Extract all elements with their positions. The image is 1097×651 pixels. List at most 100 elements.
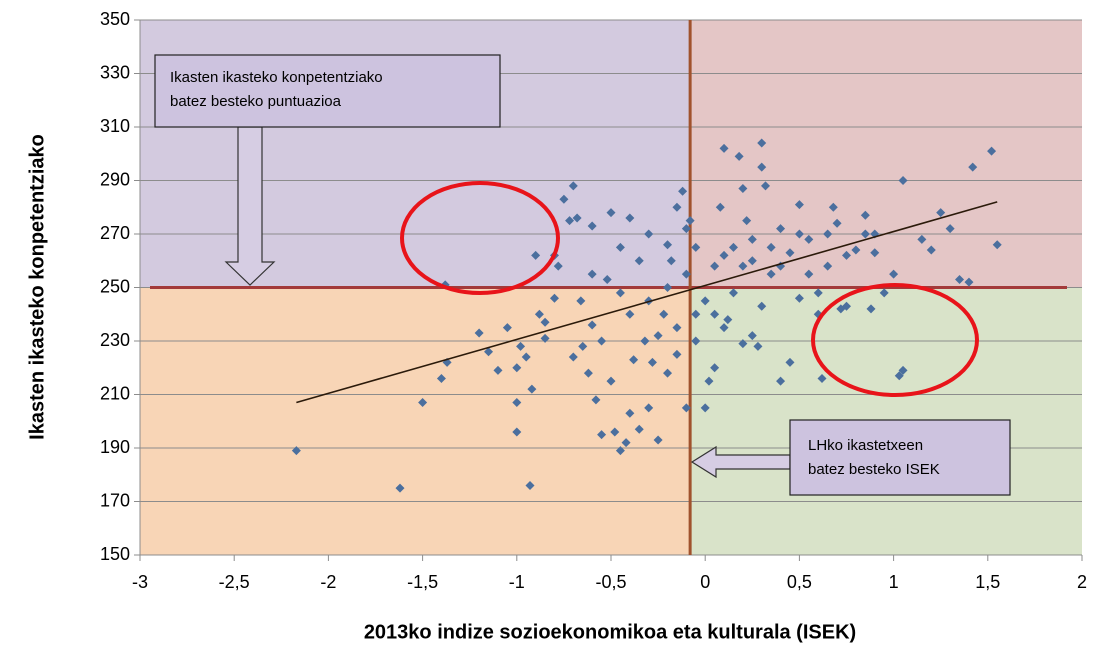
point	[587, 320, 597, 330]
point	[666, 256, 676, 266]
point	[926, 245, 936, 255]
point	[860, 229, 870, 239]
point	[760, 181, 770, 191]
y-tick-label: 350	[100, 9, 130, 29]
point	[964, 277, 974, 287]
point	[621, 438, 631, 448]
point	[753, 341, 763, 351]
point	[644, 403, 654, 413]
point	[710, 261, 720, 271]
point	[436, 373, 446, 383]
point	[866, 304, 876, 314]
y-tick-label: 150	[100, 544, 130, 564]
point	[606, 376, 616, 386]
x-tick-label: 0,5	[787, 572, 812, 592]
y-tick-label: 310	[100, 116, 130, 136]
point	[534, 309, 544, 319]
point	[734, 151, 744, 161]
point	[738, 339, 748, 349]
point	[615, 446, 625, 456]
point	[597, 336, 607, 346]
point	[395, 483, 405, 493]
point	[804, 269, 814, 279]
point	[418, 398, 428, 408]
annotation-text: batez besteko ISEK	[808, 461, 940, 478]
point	[663, 283, 673, 292]
point	[823, 229, 833, 239]
y-tick-label: 210	[100, 383, 130, 403]
point	[634, 424, 644, 434]
x-tick-label: -3	[132, 572, 148, 592]
point	[766, 242, 776, 252]
point	[738, 184, 748, 194]
point	[738, 261, 748, 271]
point	[553, 261, 563, 271]
point	[691, 309, 701, 319]
point	[484, 347, 494, 357]
annotation-text: batez besteko puntuazioa	[170, 93, 342, 110]
x-tick-label: 1,5	[975, 572, 1000, 592]
point	[968, 162, 978, 172]
annotation-text: Ikasten ikasteko konpetentziako	[170, 69, 383, 86]
x-tick-label: 2	[1077, 572, 1087, 592]
point	[710, 363, 720, 373]
point	[615, 242, 625, 252]
point	[659, 309, 669, 319]
point	[502, 323, 512, 333]
annotation-box	[789, 419, 1011, 496]
point	[719, 143, 729, 153]
highlight-ellipse	[400, 181, 560, 295]
point	[291, 446, 301, 456]
point	[681, 224, 691, 234]
point	[823, 261, 833, 271]
point	[663, 240, 673, 250]
point	[568, 181, 578, 191]
point	[898, 365, 908, 375]
x-tick-label: -1	[509, 572, 525, 592]
quadrant	[140, 287, 691, 555]
point	[583, 368, 593, 378]
point	[728, 288, 738, 298]
point	[747, 256, 757, 266]
trendline	[296, 201, 998, 404]
point	[832, 218, 842, 228]
point	[474, 328, 484, 338]
point	[794, 293, 804, 303]
point	[700, 296, 710, 306]
annotation-text: LHko ikastetxeen	[808, 437, 923, 454]
point	[691, 336, 701, 346]
point	[757, 301, 767, 311]
quadrant	[690, 20, 1082, 288]
point	[653, 331, 663, 341]
point	[540, 317, 550, 327]
point	[898, 176, 908, 185]
y-tick-label: 230	[100, 330, 130, 350]
point	[606, 208, 616, 218]
point	[549, 293, 559, 303]
point	[813, 288, 823, 298]
point	[794, 200, 804, 210]
point	[512, 427, 522, 437]
point	[851, 245, 861, 255]
point	[794, 229, 804, 239]
arrow-down	[224, 126, 276, 286]
point	[587, 269, 597, 279]
point	[691, 242, 701, 252]
point	[742, 216, 752, 226]
y-tick-label: 330	[100, 62, 130, 82]
point	[817, 373, 827, 383]
point	[785, 357, 795, 367]
point	[681, 403, 691, 413]
point	[987, 146, 997, 156]
point	[766, 269, 776, 279]
x-tick-label: -2,5	[219, 572, 250, 592]
point	[672, 349, 682, 359]
point	[776, 224, 786, 234]
point	[597, 430, 607, 440]
x-tick-label: -2	[320, 572, 336, 592]
overlay: Ikasten ikasteko konpetentziako batez be…	[154, 54, 1011, 496]
point	[757, 138, 767, 148]
point	[894, 371, 904, 381]
point	[591, 395, 601, 405]
point	[828, 202, 838, 212]
